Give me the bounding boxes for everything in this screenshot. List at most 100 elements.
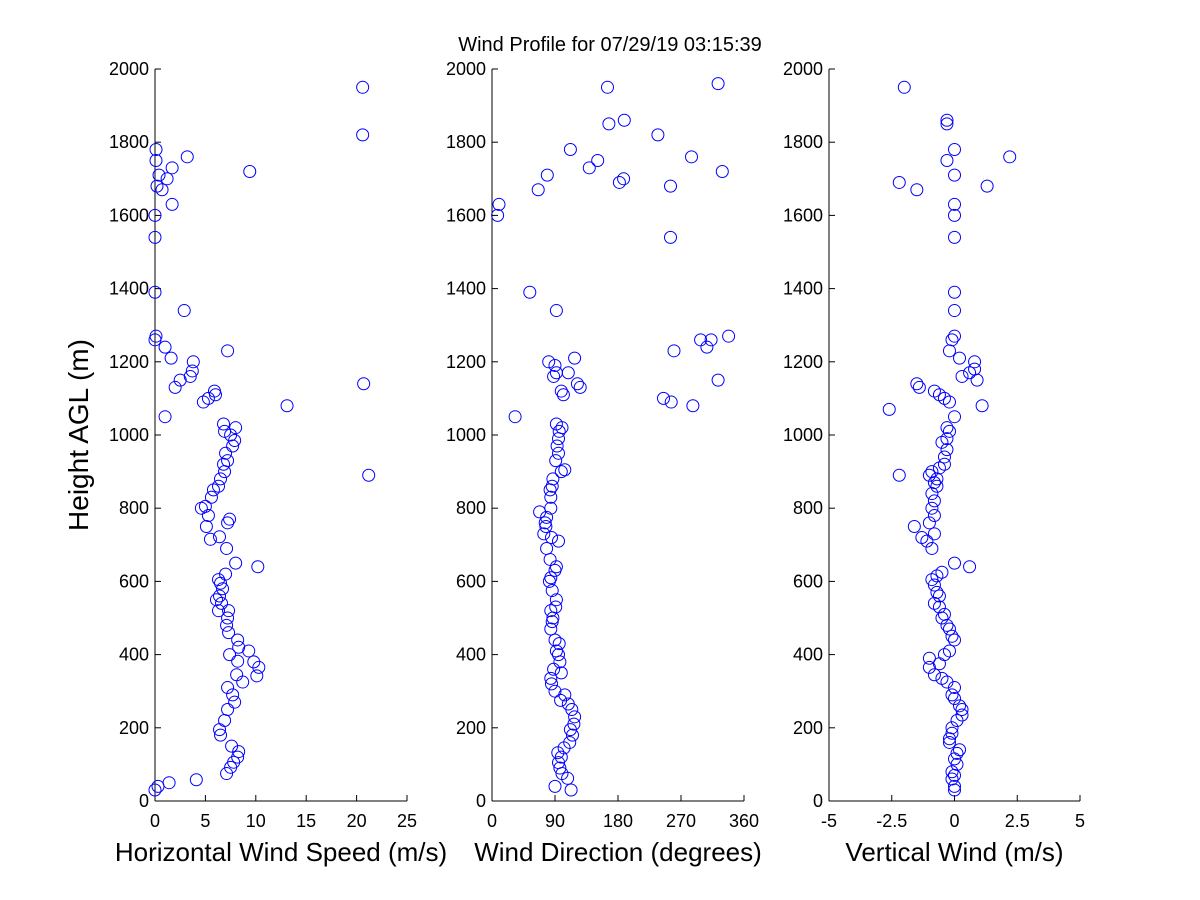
data-point <box>953 699 967 713</box>
data-point <box>220 618 234 632</box>
data-point <box>357 377 371 391</box>
x-tick-label: 20 <box>347 811 367 831</box>
data-point <box>214 472 228 486</box>
data-point <box>544 490 558 504</box>
data-point <box>544 622 558 636</box>
data-point <box>942 735 956 749</box>
data-point <box>148 208 162 222</box>
y-tick-label: 1400 <box>446 279 486 299</box>
data-point <box>582 161 596 175</box>
data-point <box>549 600 563 614</box>
data-point <box>219 567 233 581</box>
data-point <box>558 463 572 477</box>
data-point <box>231 633 245 647</box>
y-tick-label: 2000 <box>783 59 823 79</box>
y-tick-label: 1000 <box>446 425 486 445</box>
data-point <box>223 512 237 526</box>
data-point <box>927 509 941 523</box>
data-point <box>925 541 939 555</box>
data-point <box>220 541 234 555</box>
data-point <box>566 728 579 742</box>
x-tick-label: 5 <box>200 811 210 831</box>
data-point <box>948 304 961 318</box>
data-point <box>549 644 563 658</box>
data-point <box>910 183 924 197</box>
data-point <box>204 490 218 504</box>
y-tick-label: 1800 <box>109 132 149 152</box>
data-point <box>165 197 179 211</box>
data-point <box>617 113 631 127</box>
data-point <box>927 668 941 682</box>
data-point <box>685 150 698 164</box>
data-point <box>162 776 176 790</box>
data-point <box>945 333 959 347</box>
data-point <box>925 465 939 479</box>
data-point <box>148 230 162 244</box>
y-tick-label: 1800 <box>783 132 823 152</box>
data-point <box>492 197 506 211</box>
data-point <box>552 534 565 548</box>
y-tick-label: 0 <box>139 791 149 811</box>
data-point <box>930 585 944 599</box>
data-point <box>927 494 941 508</box>
data-point <box>546 472 560 486</box>
data-point <box>955 369 969 383</box>
data-point <box>356 128 370 142</box>
data-point <box>940 443 954 457</box>
data-point <box>948 410 961 424</box>
y-tick-label: 600 <box>456 571 486 591</box>
data-point <box>945 721 959 735</box>
data-point <box>207 384 221 398</box>
data-point <box>963 560 977 574</box>
data-point <box>955 708 969 722</box>
y-tick-label: 1400 <box>783 279 823 299</box>
data-point <box>937 457 951 471</box>
data-point <box>203 532 217 546</box>
data-point <box>189 773 203 787</box>
data-point <box>563 735 577 749</box>
data-point <box>942 424 956 438</box>
data-point <box>948 556 961 570</box>
x-tick-label: 180 <box>603 811 633 831</box>
data-point <box>948 230 961 244</box>
x-tick-label: 90 <box>545 811 565 831</box>
data-point <box>229 421 243 435</box>
data-point <box>948 285 961 299</box>
data-point <box>567 717 581 731</box>
data-point <box>948 168 961 182</box>
data-point <box>226 439 240 453</box>
data-point <box>945 772 959 786</box>
data-point <box>945 629 959 643</box>
data-point <box>932 589 946 603</box>
data-point <box>704 333 718 347</box>
data-point <box>149 143 163 157</box>
x-tick-label: 25 <box>397 811 417 831</box>
axes-frame <box>154 69 407 802</box>
data-point <box>242 644 256 658</box>
y-tick-label: 800 <box>793 498 823 518</box>
data-point <box>892 175 906 189</box>
data-point <box>164 351 178 365</box>
data-point <box>554 750 568 764</box>
y-tick-label: 1200 <box>109 352 149 372</box>
data-point <box>201 509 215 523</box>
data-point <box>554 666 568 680</box>
y-tick-label: 1600 <box>109 205 149 225</box>
data-point <box>251 560 265 574</box>
data-point <box>221 703 235 716</box>
data-point <box>556 388 570 402</box>
data-point <box>168 380 182 394</box>
y-tick-label: 1200 <box>783 352 823 372</box>
data-point <box>212 479 226 493</box>
data-point <box>151 779 165 793</box>
data-point <box>948 329 961 343</box>
data-point <box>694 333 708 347</box>
data-point <box>554 384 568 398</box>
data-point <box>948 197 961 211</box>
x-tick-label: 270 <box>666 811 696 831</box>
data-point <box>940 421 954 435</box>
data-point <box>549 454 563 468</box>
y-tick-label: 1600 <box>446 205 486 225</box>
data-point <box>950 746 964 760</box>
